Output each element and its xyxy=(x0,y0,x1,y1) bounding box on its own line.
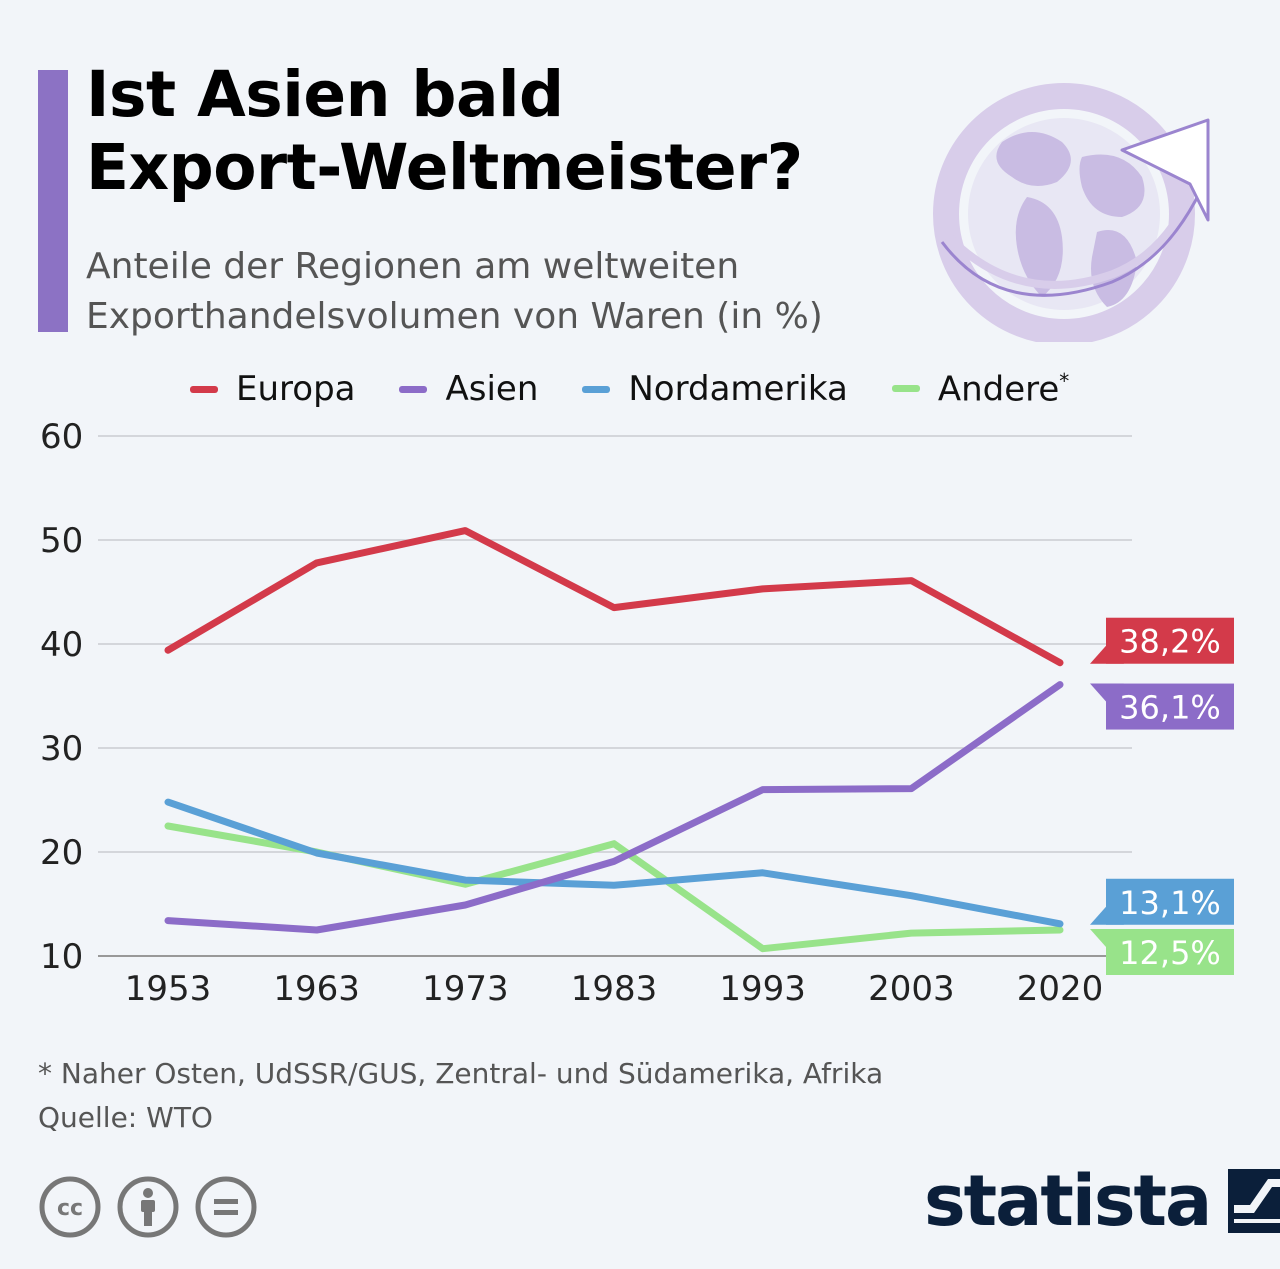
legend-label-andere-asterisk: * xyxy=(1059,368,1070,393)
legend-label-nordamerika: Nordamerika xyxy=(628,369,848,409)
legend-swatch-asien xyxy=(399,385,428,393)
statista-brand[interactable]: statista xyxy=(924,1160,1280,1242)
svg-text:cc: cc xyxy=(57,1196,83,1221)
y-tick-label: 40 xyxy=(40,625,83,665)
x-tick-label: 1993 xyxy=(719,969,806,1009)
source-note: Quelle: WTO xyxy=(38,1101,213,1134)
x-tick-label: 1963 xyxy=(273,969,360,1009)
x-tick-label: 2003 xyxy=(868,969,955,1009)
x-tick-label: 1953 xyxy=(125,969,212,1009)
legend-item-nordamerika: Nordamerika xyxy=(582,369,848,409)
x-tick-label: 1983 xyxy=(571,969,658,1009)
legend-item-andere: Andere* xyxy=(891,369,1069,409)
footnote-block: * Naher Osten, UdSSR/GUS, Zentral- und S… xyxy=(38,1052,883,1140)
legend-label-andere-text: Andere xyxy=(937,369,1060,410)
end-label-asien: 36,1% xyxy=(1119,689,1221,727)
license-icons: cc xyxy=(38,1175,272,1239)
legend-label-asien: Asien xyxy=(445,369,539,409)
end-label-box xyxy=(1106,617,1234,664)
line-chart: 10 20 30 40 50 60 1953 1963 1973 1983 1993 2003 2020… xyxy=(40,417,1234,1009)
series-line-europa xyxy=(164,527,1064,667)
y-tick-label: 30 xyxy=(40,729,83,769)
legend-swatch-andere xyxy=(891,385,920,393)
chart-title: Ist Asien bald Export-Weltmeister? xyxy=(86,58,906,204)
footnote: * Naher Osten, UdSSR/GUS, Zentral- und S… xyxy=(38,1057,884,1090)
chart-legend: Europa Asien Nordamerika Andere* xyxy=(190,364,1113,414)
end-label-box xyxy=(1106,878,1234,925)
y-tick-label: 60 xyxy=(40,417,83,457)
series-line-nordamerika xyxy=(164,798,1064,928)
end-label-europa: 38,2% xyxy=(1119,623,1221,661)
x-tick-label: 1973 xyxy=(422,969,509,1009)
legend-swatch-europa xyxy=(190,385,218,393)
legend-item-europa: Europa xyxy=(190,369,355,409)
cc-icon[interactable]: cc xyxy=(38,1175,102,1239)
legend-item-asien: Asien xyxy=(399,369,538,409)
accent-bar xyxy=(38,70,68,332)
end-label-andere: 12,5% xyxy=(1119,934,1221,972)
end-label-box xyxy=(1106,929,1234,975)
legend-label-europa: Europa xyxy=(236,369,356,409)
globe-arrow-icon xyxy=(933,83,1210,342)
brand-name: statista xyxy=(924,1160,1212,1242)
series-line-asien xyxy=(164,681,1064,934)
legend-swatch-nordamerika xyxy=(582,385,611,393)
y-tick-label: 20 xyxy=(40,833,83,873)
x-tick-label: 2020 xyxy=(1017,969,1104,1009)
by-icon[interactable] xyxy=(116,1175,180,1239)
subtitle-line-2: Exporthandelsvolumen von Waren (in %) xyxy=(86,296,823,337)
y-tick-label: 10 xyxy=(40,937,83,977)
title-line-2: Export-Weltmeister? xyxy=(86,131,803,204)
title-line-1: Ist Asien bald xyxy=(86,58,564,131)
statista-logo-icon xyxy=(1228,1169,1280,1233)
chart-subtitle: Anteile der Regionen am weltweiten Expor… xyxy=(86,242,946,342)
legend-label-andere: Andere* xyxy=(938,369,1069,409)
end-label-nordamerika: 13,1% xyxy=(1119,884,1221,922)
y-tick-label: 50 xyxy=(40,521,83,561)
nd-icon[interactable] xyxy=(194,1175,258,1239)
subtitle-line-1: Anteile der Regionen am weltweiten xyxy=(86,246,740,287)
end-label-box xyxy=(1106,683,1234,730)
